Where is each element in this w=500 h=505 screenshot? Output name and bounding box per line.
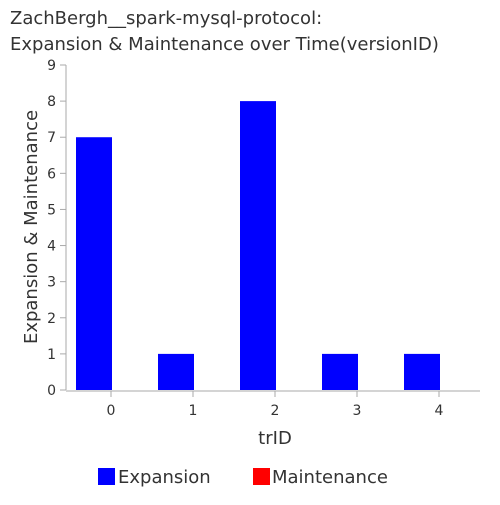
y-tick-label: 9 <box>47 58 56 74</box>
legend-label-maintenance: Maintenance <box>272 467 388 488</box>
y-tick-label: 8 <box>47 94 56 110</box>
y-axis-label: Expansion & Maintenance <box>21 110 42 344</box>
x-tick-label: 3 <box>353 403 362 419</box>
x-tick-label: 0 <box>107 403 116 419</box>
bar-expansion <box>76 137 112 390</box>
bar-expansion <box>404 353 440 390</box>
y-tick-label: 0 <box>47 383 56 399</box>
chart-title-line-2: Expansion & Maintenance over Time(versio… <box>10 34 439 55</box>
legend: Expansion Maintenance <box>98 467 388 488</box>
y-tick-label: 2 <box>47 311 56 327</box>
x-tick-label: 2 <box>271 403 280 419</box>
legend-swatch-expansion <box>98 468 115 485</box>
plot-area: 0 1 2 3 4 5 6 7 8 9 0 1 2 3 4 <box>47 58 480 419</box>
legend-swatch-maintenance <box>253 468 270 485</box>
y-tick-label: 3 <box>47 275 56 291</box>
chart-title-line-1: ZachBergh__spark-mysql-protocol: <box>10 8 322 29</box>
bar-expansion <box>322 353 358 390</box>
x-tick-label: 4 <box>435 403 444 419</box>
y-tick-label: 6 <box>47 166 56 182</box>
y-tick-label: 7 <box>47 130 56 146</box>
y-tick-label: 1 <box>47 347 56 363</box>
y-tick-label: 5 <box>47 202 56 218</box>
bar-expansion <box>240 101 276 390</box>
y-tick-label: 4 <box>47 239 56 255</box>
legend-label-expansion: Expansion <box>118 467 211 488</box>
bar-expansion <box>158 353 194 390</box>
x-tick-label: 1 <box>189 403 198 419</box>
x-axis-label: trID <box>258 428 292 449</box>
